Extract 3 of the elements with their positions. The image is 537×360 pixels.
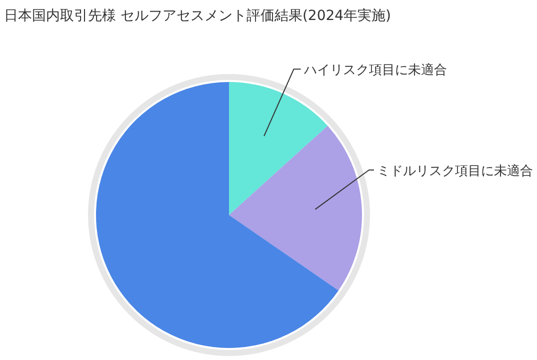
slice-label: ハイリスク項目に未適合 — [302, 62, 447, 78]
slice-label: ミドルリスク項目に未適合 — [377, 163, 533, 179]
chart-title: 日本国内取引先様 セルフアセスメント評価結果(2024年実施) — [4, 8, 392, 24]
